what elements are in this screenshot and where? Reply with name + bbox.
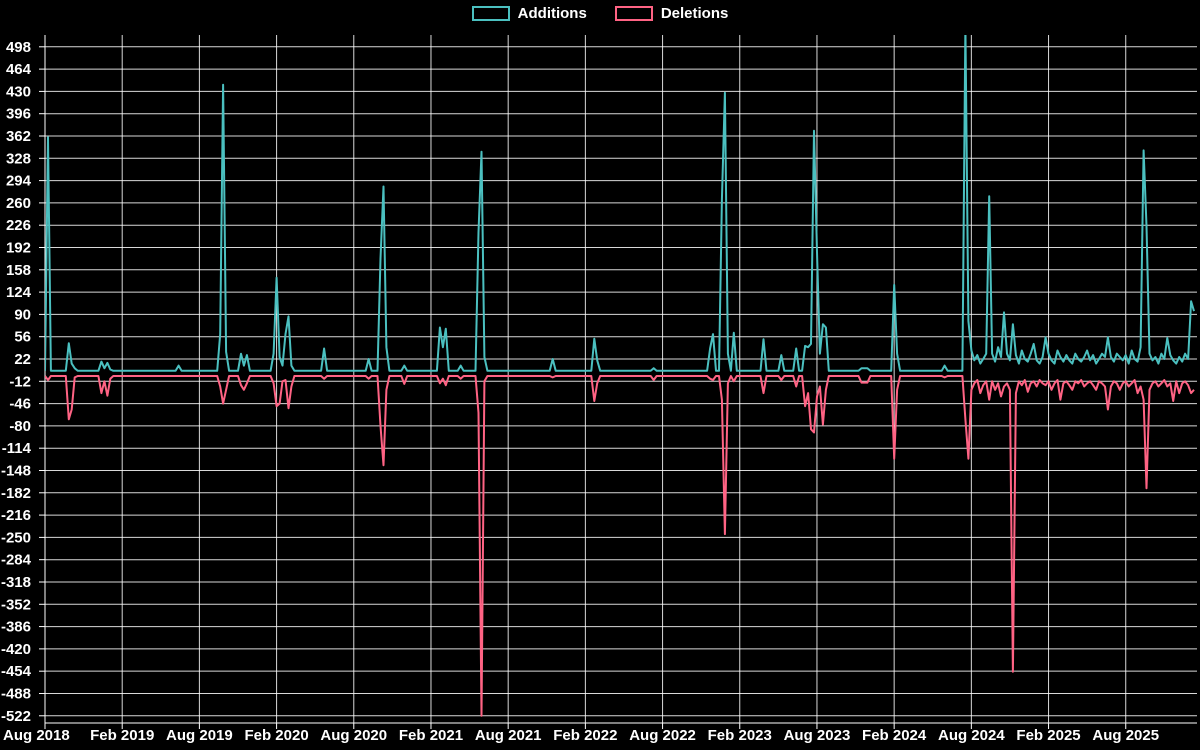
svg-text:124: 124 bbox=[6, 284, 32, 301]
svg-text:-284: -284 bbox=[1, 552, 32, 569]
svg-text:Aug 2020: Aug 2020 bbox=[320, 727, 387, 744]
chart-legend: Additions Deletions bbox=[0, 6, 1200, 21]
svg-text:396: 396 bbox=[6, 106, 31, 123]
deletions-legend-swatch-icon bbox=[614, 6, 653, 21]
svg-text:-46: -46 bbox=[9, 396, 31, 413]
legend-item-deletions[interactable]: Deletions bbox=[614, 5, 729, 22]
svg-text:226: 226 bbox=[6, 217, 31, 234]
svg-text:Aug 2022: Aug 2022 bbox=[629, 727, 696, 744]
svg-text:Feb 2025: Feb 2025 bbox=[1016, 727, 1080, 744]
svg-text:-216: -216 bbox=[1, 507, 31, 524]
svg-text:Feb 2023: Feb 2023 bbox=[708, 727, 772, 744]
svg-text:-420: -420 bbox=[1, 641, 31, 658]
deletions-legend-label: Deletions bbox=[660, 5, 729, 22]
svg-text:Aug 2024: Aug 2024 bbox=[938, 727, 1005, 744]
svg-text:498: 498 bbox=[6, 39, 31, 56]
svg-text:-114: -114 bbox=[2, 440, 32, 457]
svg-text:430: 430 bbox=[6, 83, 31, 100]
svg-text:362: 362 bbox=[6, 128, 31, 145]
svg-text:-386: -386 bbox=[1, 619, 31, 636]
svg-text:Feb 2021: Feb 2021 bbox=[399, 727, 463, 744]
svg-text:Aug 2021: Aug 2021 bbox=[475, 727, 542, 744]
additions-legend-label: Additions bbox=[517, 5, 587, 22]
svg-text:56: 56 bbox=[14, 329, 31, 346]
additions-legend-swatch-icon bbox=[471, 6, 510, 21]
svg-text:Feb 2019: Feb 2019 bbox=[90, 727, 154, 744]
legend-item-additions[interactable]: Additions bbox=[471, 5, 587, 22]
svg-text:-522: -522 bbox=[1, 708, 31, 725]
svg-text:-12: -12 bbox=[9, 373, 31, 390]
svg-text:Aug 2025: Aug 2025 bbox=[1092, 727, 1159, 744]
svg-text:192: 192 bbox=[6, 239, 31, 256]
svg-text:-250: -250 bbox=[1, 529, 31, 546]
svg-text:158: 158 bbox=[6, 262, 31, 279]
svg-text:464: 464 bbox=[6, 61, 32, 78]
svg-text:Feb 2024: Feb 2024 bbox=[862, 727, 927, 744]
svg-text:328: 328 bbox=[6, 150, 31, 167]
svg-text:-352: -352 bbox=[1, 596, 31, 613]
svg-text:Aug 2023: Aug 2023 bbox=[784, 727, 851, 744]
svg-text:-318: -318 bbox=[1, 574, 31, 591]
svg-text:90: 90 bbox=[14, 306, 31, 323]
svg-text:Aug 2018: Aug 2018 bbox=[3, 727, 70, 744]
svg-text:294: 294 bbox=[6, 173, 32, 190]
svg-text:-80: -80 bbox=[9, 418, 31, 435]
svg-text:Feb 2022: Feb 2022 bbox=[553, 727, 617, 744]
svg-text:-148: -148 bbox=[1, 462, 31, 479]
svg-text:Feb 2020: Feb 2020 bbox=[244, 727, 308, 744]
svg-text:Aug 2019: Aug 2019 bbox=[166, 727, 233, 744]
svg-text:-182: -182 bbox=[1, 485, 31, 502]
svg-text:-488: -488 bbox=[1, 685, 31, 702]
svg-text:-454: -454 bbox=[1, 663, 32, 680]
svg-text:22: 22 bbox=[14, 351, 31, 368]
svg-text:260: 260 bbox=[6, 195, 31, 212]
